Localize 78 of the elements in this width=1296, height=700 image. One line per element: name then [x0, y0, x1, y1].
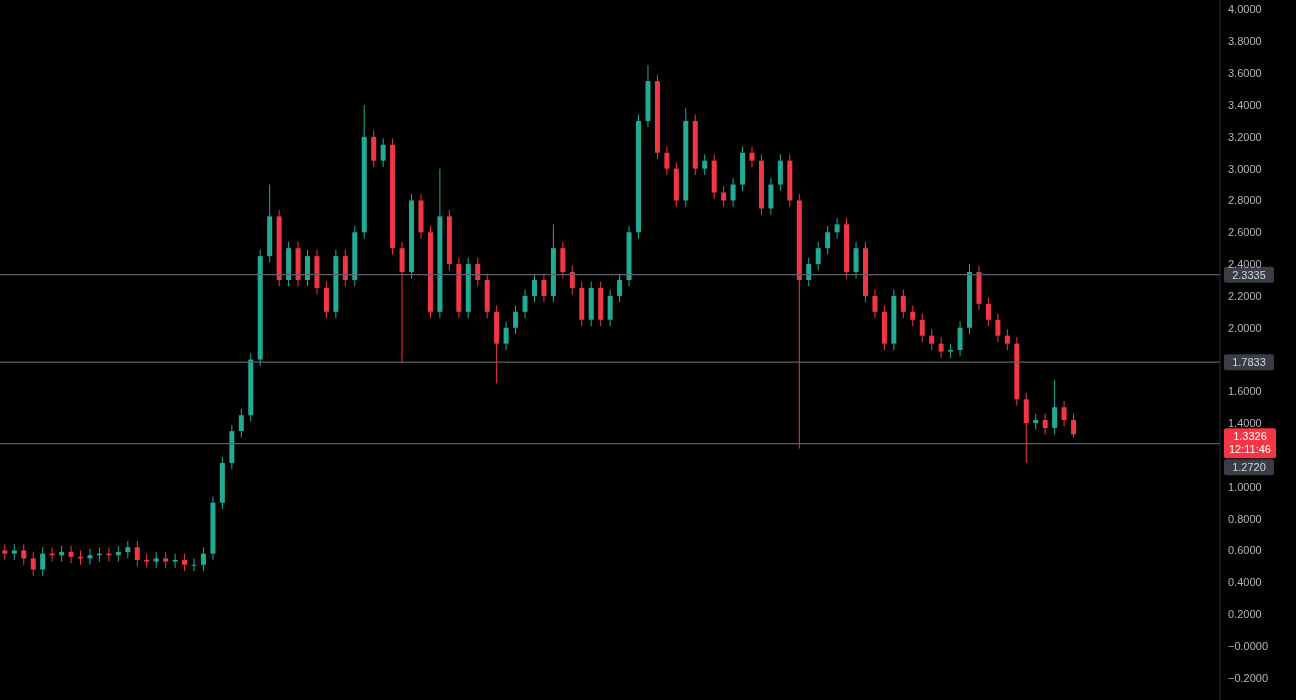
y-tick-label: 3.8000 — [1228, 35, 1262, 48]
y-tick-label: −0.2000 — [1228, 671, 1269, 684]
y-tick-label: 2.4000 — [1228, 258, 1262, 270]
candlestick — [730, 177, 736, 208]
candlestick — [607, 289, 613, 327]
candlestick — [399, 241, 405, 364]
ref-line-label: 1.2720 — [1232, 461, 1266, 474]
candlestick — [825, 225, 831, 256]
candlestick — [172, 553, 178, 569]
candlestick — [191, 557, 197, 572]
candlestick — [1042, 413, 1048, 435]
y-tick-label: 0.8000 — [1228, 512, 1262, 525]
candlestick — [957, 320, 963, 357]
y-tick-label: 3.4000 — [1228, 98, 1262, 111]
candlestick — [513, 304, 519, 335]
y-tick-label: 1.0000 — [1228, 480, 1262, 493]
candlestick — [853, 241, 859, 279]
y-tick-label: 3.6000 — [1228, 67, 1262, 80]
y-tick-label: 2.8000 — [1228, 194, 1262, 207]
y-tick-label: 0.6000 — [1228, 544, 1262, 557]
candlestick — [872, 289, 878, 319]
y-tick-label: 0.4000 — [1228, 576, 1262, 589]
y-tick-label: 2.2000 — [1228, 289, 1262, 302]
candlestick — [569, 265, 575, 295]
candlestick — [68, 545, 74, 564]
candlestick — [768, 177, 774, 216]
candlestick — [1061, 400, 1067, 427]
candlestick — [749, 145, 755, 168]
y-tick-label: 2.0000 — [1228, 321, 1262, 334]
candlestick — [30, 551, 36, 577]
candlestick — [1004, 328, 1010, 351]
y-tick-label: 1.6000 — [1228, 385, 1262, 398]
candlestick — [305, 249, 310, 287]
candlestick — [134, 540, 140, 567]
text: 12:11:46 — [1228, 443, 1272, 456]
y-tick-label: 4.0000 — [1228, 3, 1262, 16]
candlestick — [919, 312, 925, 343]
candlestick — [21, 543, 27, 566]
candlestick — [900, 289, 906, 319]
candlestick — [531, 273, 537, 303]
candlestick — [1071, 413, 1077, 438]
ref-line-label: 1.7833 — [1232, 356, 1266, 369]
candlestick — [995, 312, 1001, 343]
candlestick — [815, 241, 821, 271]
candlestick — [2, 543, 8, 561]
candlestick — [541, 273, 547, 303]
candlestick — [985, 297, 991, 327]
y-tick-label: 1.4000 — [1228, 417, 1262, 430]
candlestick — [938, 336, 944, 359]
candlestick — [664, 145, 670, 176]
candlestick — [910, 304, 916, 327]
y-tick-label: −0.0000 — [1228, 639, 1269, 652]
candlestick — [87, 548, 93, 566]
candlestick — [238, 408, 244, 438]
candlestick — [323, 281, 329, 319]
candlestick — [40, 546, 46, 577]
candlestick — [342, 249, 348, 287]
candlestick — [806, 257, 812, 287]
y-tick-label: 0.2000 — [1228, 608, 1262, 620]
candlestick — [617, 273, 623, 303]
candlestick — [834, 217, 840, 240]
candlestick — [380, 137, 386, 168]
y-tick-label: 3.2000 — [1228, 130, 1262, 143]
candlestick — [503, 320, 509, 351]
candlestick — [522, 289, 528, 319]
candlestick — [560, 241, 566, 279]
candlestick — [929, 328, 935, 351]
candlestick — [777, 153, 783, 192]
candlestick — [371, 129, 377, 168]
y-tick-label: 2.6000 — [1228, 226, 1262, 239]
candlestick — [1052, 379, 1058, 435]
candlestick — [702, 153, 708, 176]
y-tick-label: 3.0000 — [1228, 162, 1262, 175]
candlestick — [1023, 392, 1029, 464]
candlestick — [475, 257, 481, 287]
text: 1.3326 — [1233, 430, 1267, 443]
ref-line-label: 2.3335 — [1232, 268, 1266, 281]
candlestick — [200, 546, 206, 572]
